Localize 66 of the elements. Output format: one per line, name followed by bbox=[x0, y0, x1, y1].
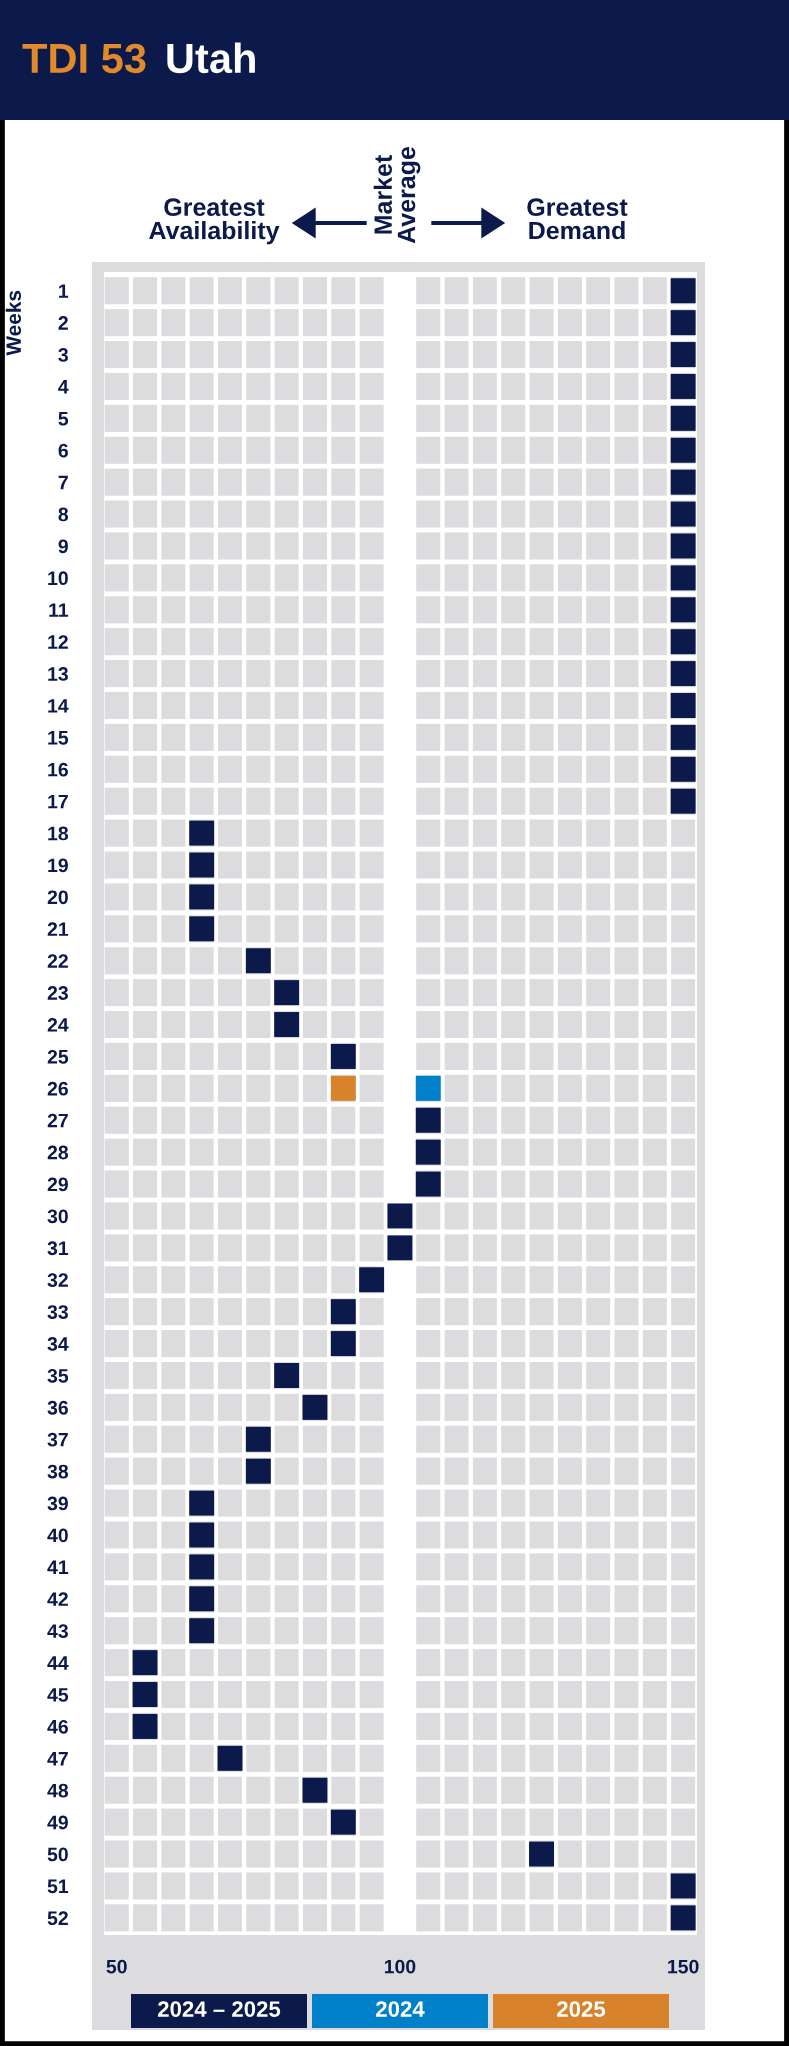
x-tick-label: 50 bbox=[106, 1959, 127, 1974]
y-tick-label: 43 bbox=[47, 1624, 68, 1638]
x-tick-label: 150 bbox=[668, 1959, 699, 1974]
point bbox=[387, 1203, 413, 1229]
y-tick-label: 37 bbox=[47, 1432, 68, 1447]
y-tick-label: 6 bbox=[58, 443, 68, 458]
y-tick-label: 29 bbox=[47, 1177, 68, 1192]
y-tick-label: 18 bbox=[48, 826, 69, 841]
y-tick-label: 40 bbox=[47, 1528, 68, 1543]
y-tick-label: 17 bbox=[48, 794, 68, 809]
y-tick-label: 47 bbox=[47, 1752, 68, 1766]
y-tick-label: 27 bbox=[47, 1113, 68, 1128]
y-tick-label: 41 bbox=[47, 1560, 69, 1574]
text: 2025 bbox=[557, 2001, 606, 2017]
text: 2024 – 2025 bbox=[157, 2001, 281, 2017]
y-tick-label: 14 bbox=[48, 699, 69, 713]
y-tick-label: 13 bbox=[48, 667, 68, 681]
y-tick-label: 3 bbox=[58, 348, 68, 362]
y-tick-label: 21 bbox=[47, 922, 69, 936]
y-tick-label: 10 bbox=[48, 571, 68, 586]
y-tick-label: 12 bbox=[48, 635, 68, 649]
y-tick-label: 34 bbox=[47, 1337, 69, 1351]
y-tick-label: 4 bbox=[58, 380, 69, 394]
y-tick-label: 39 bbox=[47, 1496, 68, 1511]
y-tick-label: 16 bbox=[48, 762, 68, 777]
y-tick-label: 36 bbox=[47, 1400, 68, 1415]
chart-title: TDI 53 bbox=[22, 43, 146, 74]
y-tick-label: 5 bbox=[58, 412, 69, 426]
y-tick-label: 24 bbox=[47, 1018, 69, 1032]
y-tick-label: 20 bbox=[47, 890, 68, 905]
text: Greatest Availability bbox=[149, 198, 280, 245]
point bbox=[387, 1235, 413, 1261]
y-tick-label: 1 bbox=[59, 284, 69, 298]
y-tick-label: 49 bbox=[47, 1815, 68, 1830]
chart-subtitle: Utah bbox=[167, 42, 255, 74]
y-tick-label: 31 bbox=[47, 1241, 69, 1256]
y-tick-label: 50 bbox=[47, 1847, 68, 1862]
y-tick-label: 42 bbox=[47, 1592, 68, 1606]
text: 2024 bbox=[376, 2001, 425, 2017]
y-tick-label: 45 bbox=[47, 1688, 69, 1702]
y-tick-label: 48 bbox=[47, 1783, 69, 1798]
y-tick-label: 25 bbox=[47, 1049, 69, 1064]
y-tick-label: 23 bbox=[47, 986, 68, 1000]
y-tick-label: 7 bbox=[58, 475, 68, 490]
y-tick-label: 33 bbox=[47, 1305, 68, 1319]
y-tick-label: 11 bbox=[49, 603, 69, 617]
y-tick-label: 8 bbox=[58, 507, 69, 522]
y-tick-label: 51 bbox=[47, 1879, 69, 1894]
y-tick-label: 28 bbox=[47, 1145, 69, 1160]
y-tick-label: 9 bbox=[58, 539, 68, 554]
text: Market Average bbox=[373, 146, 421, 244]
y-tick-label: 2 bbox=[58, 316, 68, 330]
y-tick-label: 15 bbox=[48, 731, 69, 745]
y-tick-label: 46 bbox=[47, 1719, 68, 1734]
y-tick-label: 52 bbox=[47, 1911, 68, 1926]
y-tick-label: 19 bbox=[48, 858, 68, 873]
y-tick-label: 35 bbox=[47, 1368, 69, 1383]
y-tick-label: 38 bbox=[47, 1464, 69, 1479]
x-tick-label: 100 bbox=[384, 1959, 416, 1974]
text: Greatest Demand bbox=[527, 198, 628, 240]
y-tick-label: 30 bbox=[47, 1209, 68, 1224]
y-tick-label: 32 bbox=[47, 1273, 68, 1288]
y-tick-label: 44 bbox=[47, 1656, 69, 1670]
y-axis-title: Weeks bbox=[5, 290, 22, 356]
y-tick-label: 22 bbox=[47, 954, 68, 968]
y-tick-label: 26 bbox=[47, 1081, 68, 1096]
